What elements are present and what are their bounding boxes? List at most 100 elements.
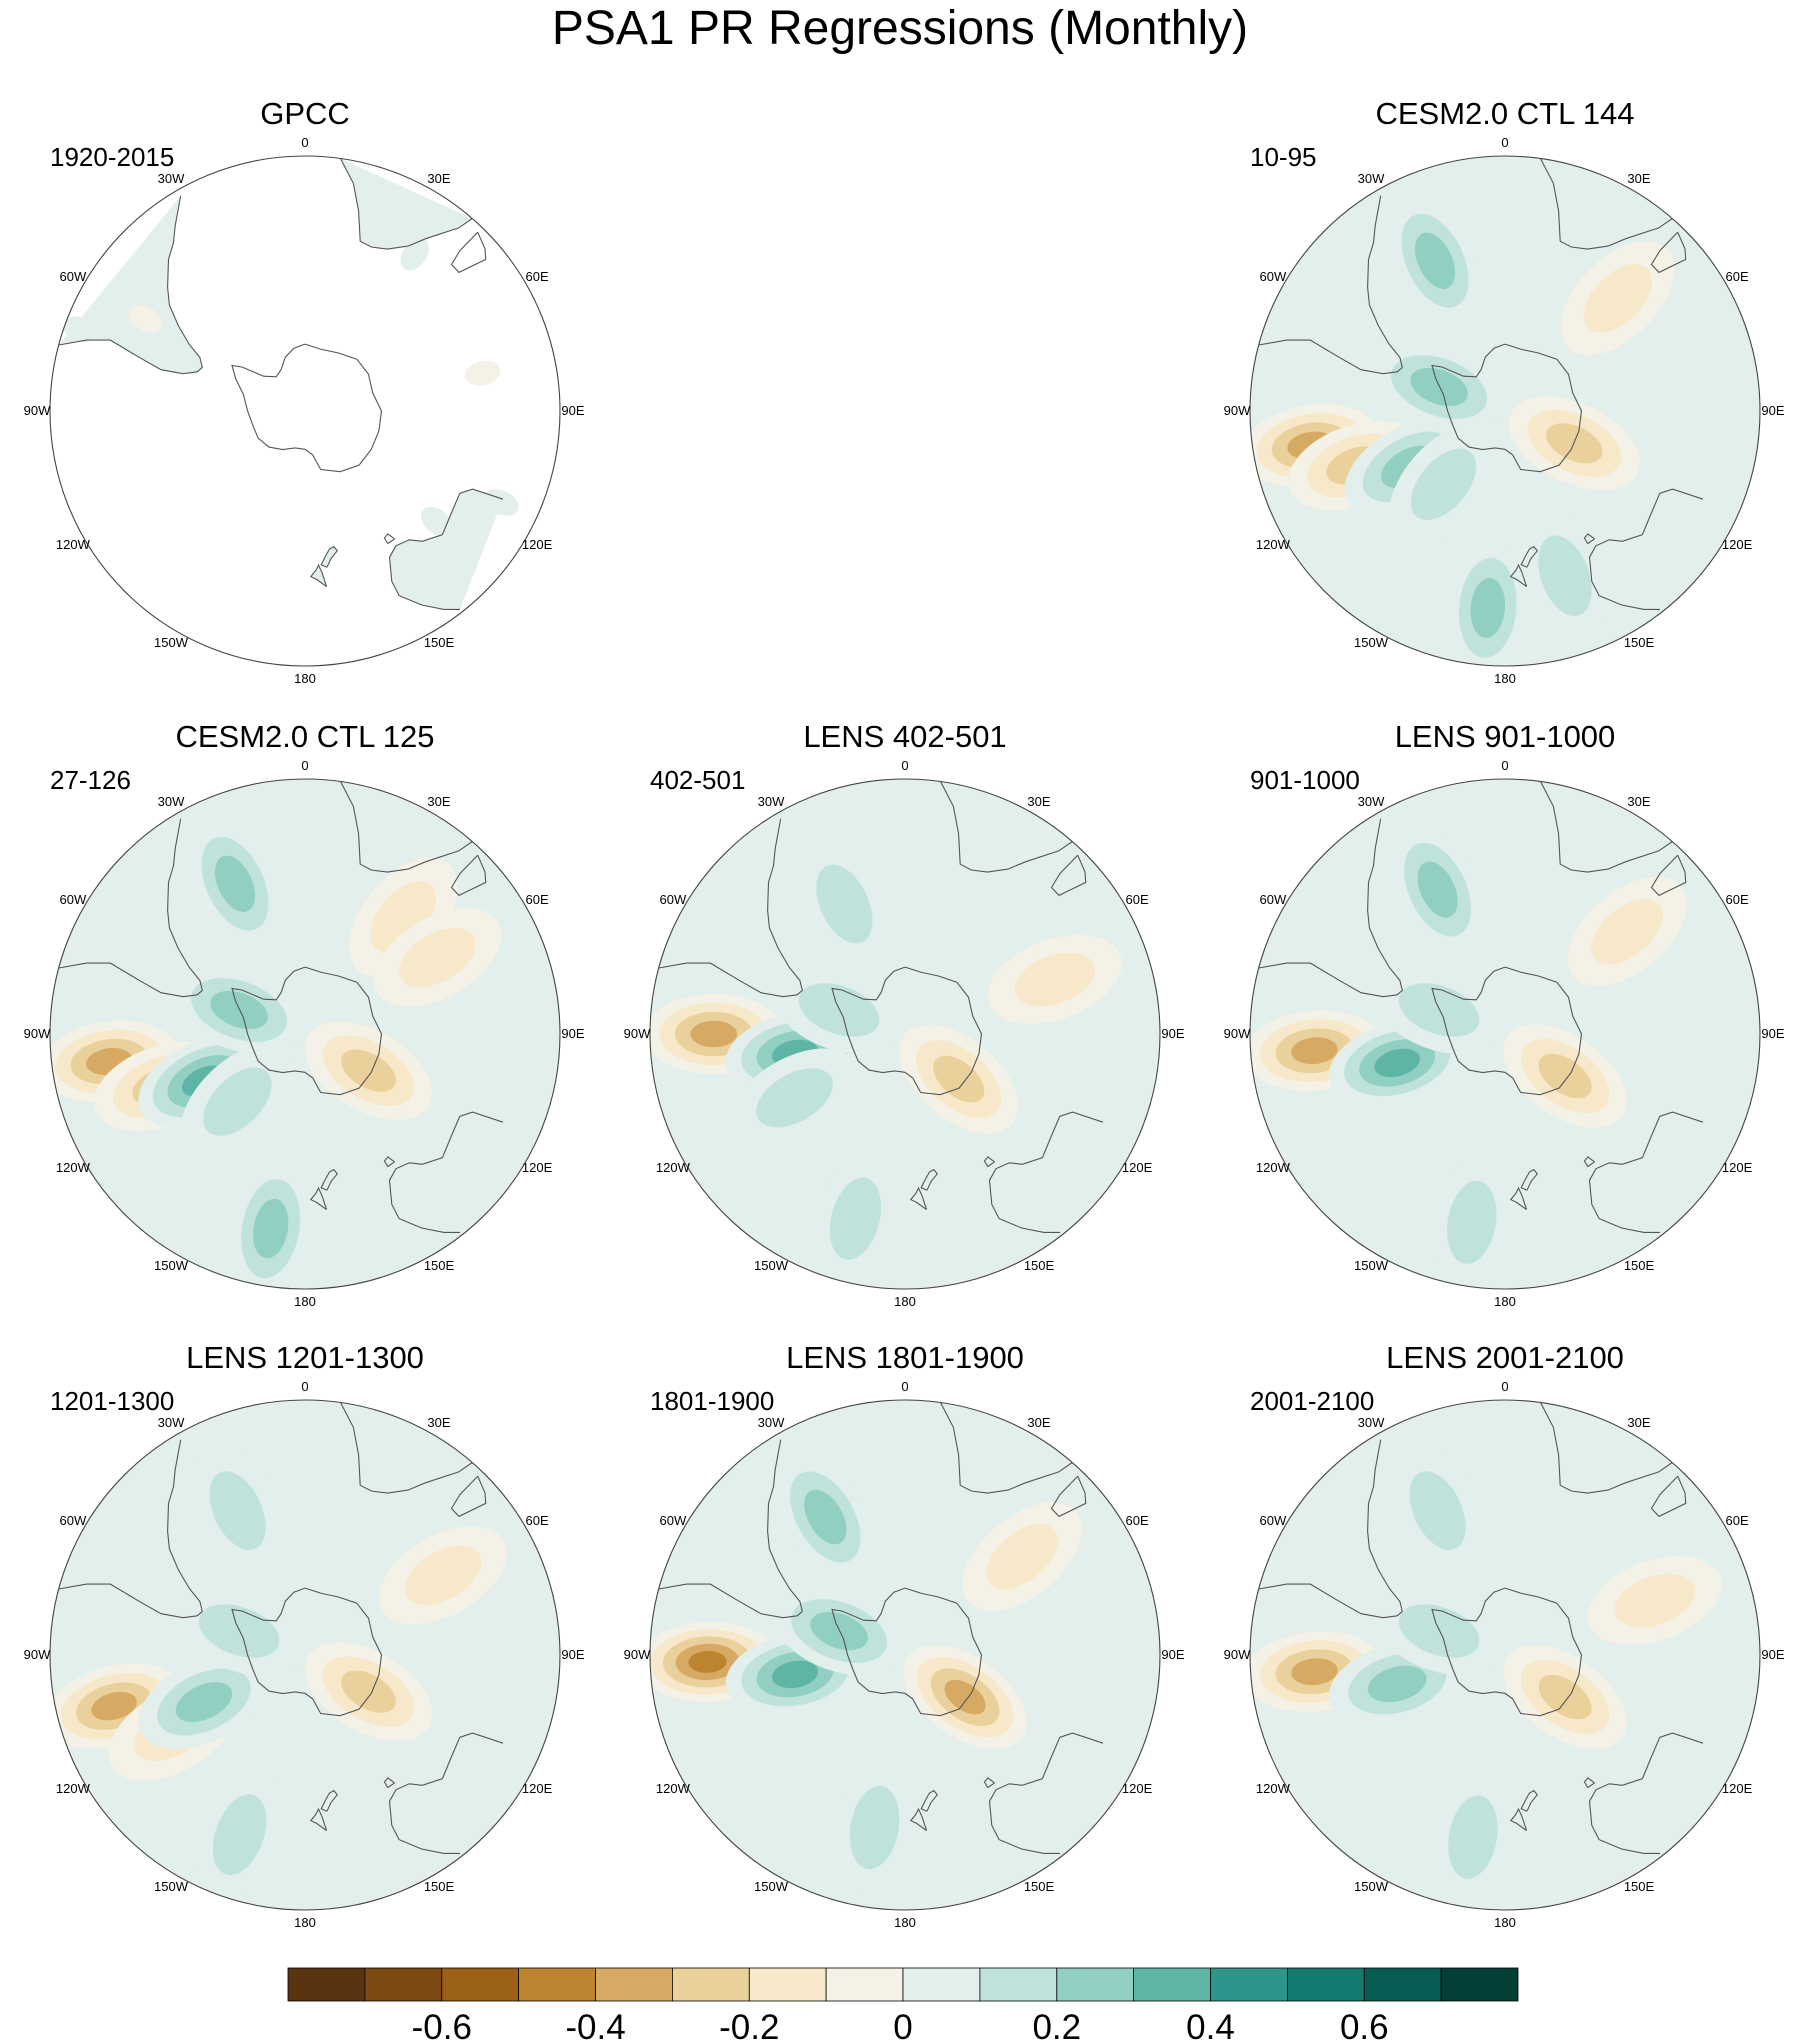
contour-band: [341, 1049, 396, 1092]
longitude-label: 30E: [1027, 1415, 1050, 1430]
longitude-label: 30W: [758, 794, 785, 809]
longitude-label: 30E: [1027, 794, 1050, 809]
anomaly: [1390, 1444, 1485, 1577]
longitude-label: 60E: [526, 892, 549, 907]
map-panel: 0 30E 60E 90E 120E 150E 180 150W 120W 90W 60W 30W LE…: [624, 719, 1185, 1309]
longitude-label: 30E: [427, 1415, 450, 1430]
longitude-label: 180: [294, 671, 316, 686]
coastlines: [1258, 158, 1704, 610]
coastline: [383, 533, 395, 545]
contour-band: [804, 1489, 847, 1545]
coastline: [1540, 158, 1673, 250]
longitude-label: 120E: [522, 1160, 553, 1175]
anomaly: [1567, 877, 1687, 987]
contour-band: [1409, 1471, 1466, 1550]
longitude-label: 90W: [1224, 1647, 1251, 1662]
longitude-label: 0: [301, 758, 308, 773]
map-boundary: [1249, 155, 1761, 667]
coastline: [340, 1402, 473, 1494]
longitude-label: 90W: [624, 1647, 651, 1662]
contour-band: [209, 1471, 266, 1550]
contour-band: [1538, 1053, 1592, 1099]
coastline: [231, 1587, 383, 1717]
coastline: [1258, 195, 1403, 375]
longitude-label: 30E: [1627, 794, 1650, 809]
longitude-label: 60W: [60, 269, 87, 284]
coastline: [1650, 854, 1687, 897]
longitude-label: 120E: [522, 537, 553, 552]
contour-band: [1291, 1658, 1338, 1686]
coastline: [1050, 1475, 1087, 1518]
contour-band: [91, 1691, 137, 1721]
contour-band: [370, 881, 436, 953]
longitude-label: 30W: [1358, 794, 1385, 809]
longitude-label: 120W: [656, 1781, 691, 1796]
longitude-label: 60W: [660, 892, 687, 907]
colorbar-swatch: [1210, 1967, 1288, 2002]
anomaly: [1389, 424, 1498, 544]
coastlines: [58, 158, 504, 610]
longitude-label: 150E: [1024, 1879, 1055, 1894]
coastline: [1520, 545, 1539, 568]
longitude-label: 150W: [154, 1258, 189, 1273]
anomaly-field: [1250, 1400, 1760, 1910]
longitude-label: 120W: [56, 1160, 91, 1175]
coastline: [450, 854, 487, 897]
colorbar-tick-label: -0.4: [565, 2008, 625, 2042]
map-panel: 0 30E 60E 90E 120E 150E 180 150W 120W 90W 60W 30W LE…: [24, 1340, 585, 1930]
land-fill: [389, 489, 503, 610]
longitude-label: 90W: [24, 1026, 51, 1041]
longitude-label: 150E: [1024, 1258, 1055, 1273]
longitude-label: 90E: [1761, 1026, 1784, 1041]
map-panel: 0 30E 60E 90E 120E 150E 180 150W 120W 90W 60W 30W LE…: [624, 1340, 1185, 1930]
anomaly: [1371, 342, 1507, 432]
longitude-label: 150E: [424, 1258, 455, 1273]
coastline: [988, 1732, 1104, 1854]
longitude-label: 30W: [1358, 171, 1385, 186]
anomaly: [1390, 823, 1485, 956]
coastlines: [58, 1402, 504, 1854]
contour-band: [341, 1670, 396, 1713]
longitude-label: 180: [294, 1294, 316, 1309]
longitude-label: 180: [1494, 1294, 1516, 1309]
colorbar-tick-label: 0: [893, 2008, 912, 2042]
longitude-label: 180: [894, 1915, 916, 1930]
anomaly: [812, 1150, 899, 1288]
map-boundary: [49, 1399, 561, 1911]
anomaly: [188, 818, 282, 950]
coastline: [1431, 1587, 1583, 1717]
coastline: [983, 1156, 995, 1168]
anomaly: [1503, 1645, 1627, 1749]
coastline: [920, 1789, 939, 1812]
anomaly: [899, 1024, 1019, 1134]
contour-band: [1414, 232, 1456, 289]
coastline: [1588, 1732, 1704, 1854]
anomaly: [771, 965, 907, 1055]
panel-period: 1201-1300: [50, 1386, 174, 1416]
longitude-label: 60E: [1726, 269, 1749, 284]
anomaly: [171, 1586, 307, 1676]
contour-band: [986, 1524, 1058, 1590]
coastlines: [658, 1402, 1104, 1854]
longitude-label: 60E: [1726, 892, 1749, 907]
anomaly: [833, 1758, 916, 1897]
coastline: [1431, 966, 1583, 1096]
panel-title: LENS 901-1000: [1395, 719, 1616, 754]
contour-band: [212, 1794, 267, 1876]
contour-band: [1470, 577, 1506, 638]
longitude-label: 90E: [1161, 1026, 1184, 1041]
longitude-label: 30E: [1627, 171, 1650, 186]
contour-band: [198, 1604, 280, 1658]
longitude-label: 0: [1501, 135, 1508, 150]
contour-band: [1614, 1573, 1696, 1628]
anomaly: [348, 857, 458, 977]
coastline: [1650, 231, 1687, 274]
panel-period: 1920-2015: [50, 142, 174, 172]
longitude-label: 0: [301, 1379, 308, 1394]
anomaly: [1447, 538, 1529, 666]
longitude-label: 30W: [158, 171, 185, 186]
map-boundary: [1249, 778, 1761, 1290]
anomaly: [138, 1655, 270, 1749]
anomaly: [190, 1444, 285, 1577]
coastline: [1650, 1475, 1687, 1518]
